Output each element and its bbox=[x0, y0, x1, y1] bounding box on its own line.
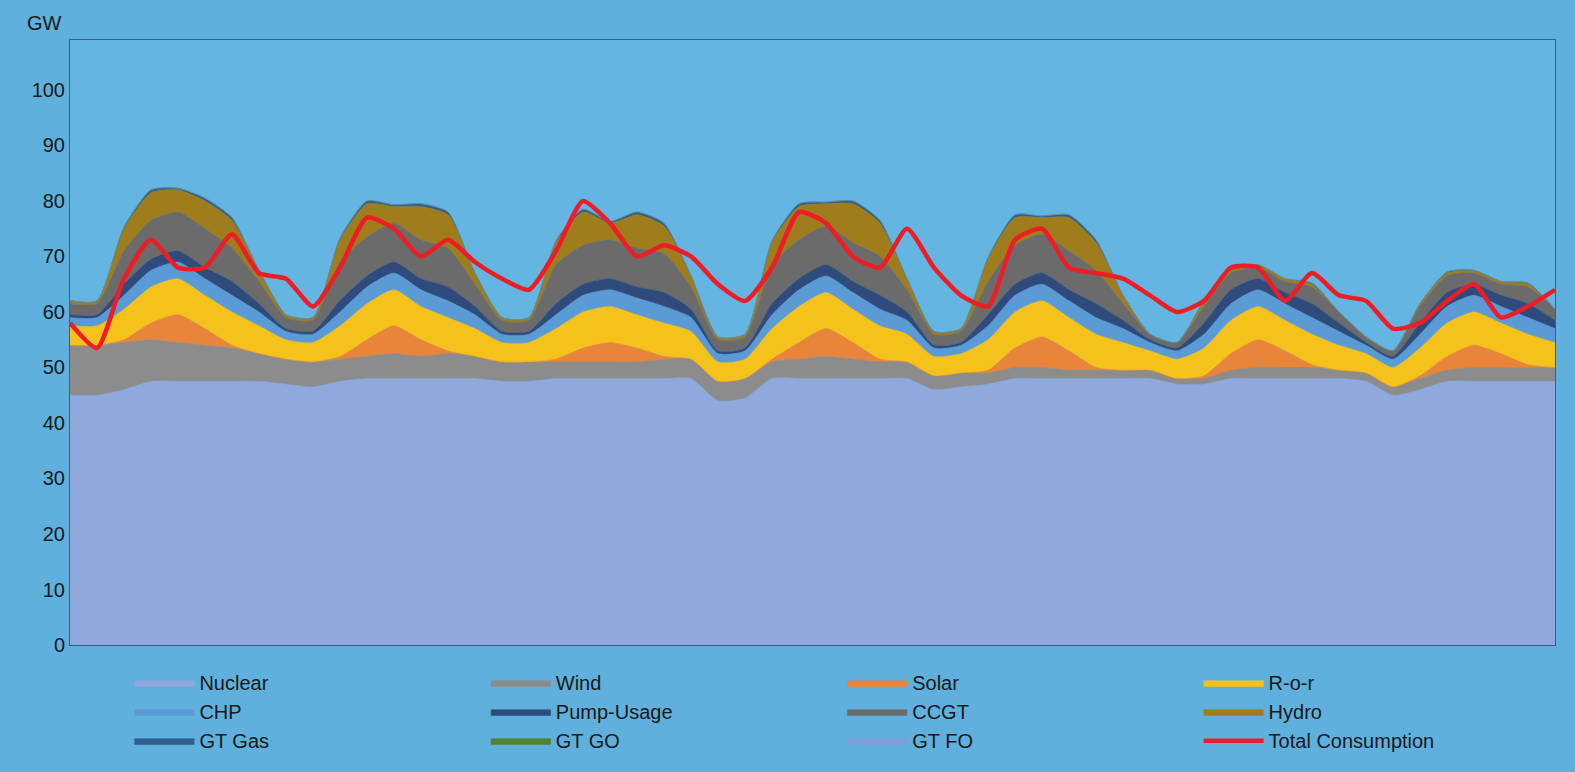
svg-text:20: 20 bbox=[43, 523, 65, 545]
svg-text:90: 90 bbox=[43, 134, 65, 156]
svg-text:GT GO: GT GO bbox=[556, 730, 620, 752]
svg-text:Total Consumption: Total Consumption bbox=[1269, 730, 1435, 752]
svg-text:70: 70 bbox=[43, 245, 65, 267]
svg-text:60: 60 bbox=[43, 301, 65, 323]
svg-text:CCGT: CCGT bbox=[912, 701, 969, 723]
svg-text:80: 80 bbox=[43, 190, 65, 212]
svg-text:50: 50 bbox=[43, 356, 65, 378]
svg-text:30: 30 bbox=[43, 467, 65, 489]
svg-text:40: 40 bbox=[43, 412, 65, 434]
svg-text:GT Gas: GT Gas bbox=[199, 730, 269, 752]
svg-text:Wind: Wind bbox=[556, 672, 602, 694]
svg-text:R-o-r: R-o-r bbox=[1269, 672, 1315, 694]
svg-text:10: 10 bbox=[43, 579, 65, 601]
svg-text:Nuclear: Nuclear bbox=[199, 672, 268, 694]
svg-text:100: 100 bbox=[32, 79, 65, 101]
svg-text:GW: GW bbox=[27, 12, 62, 34]
svg-text:0: 0 bbox=[54, 634, 65, 656]
svg-text:Hydro: Hydro bbox=[1269, 701, 1322, 723]
svg-text:Pump-Usage: Pump-Usage bbox=[556, 701, 673, 723]
svg-text:CHP: CHP bbox=[199, 701, 241, 723]
svg-text:Solar: Solar bbox=[912, 672, 959, 694]
svg-text:GT FO: GT FO bbox=[912, 730, 973, 752]
